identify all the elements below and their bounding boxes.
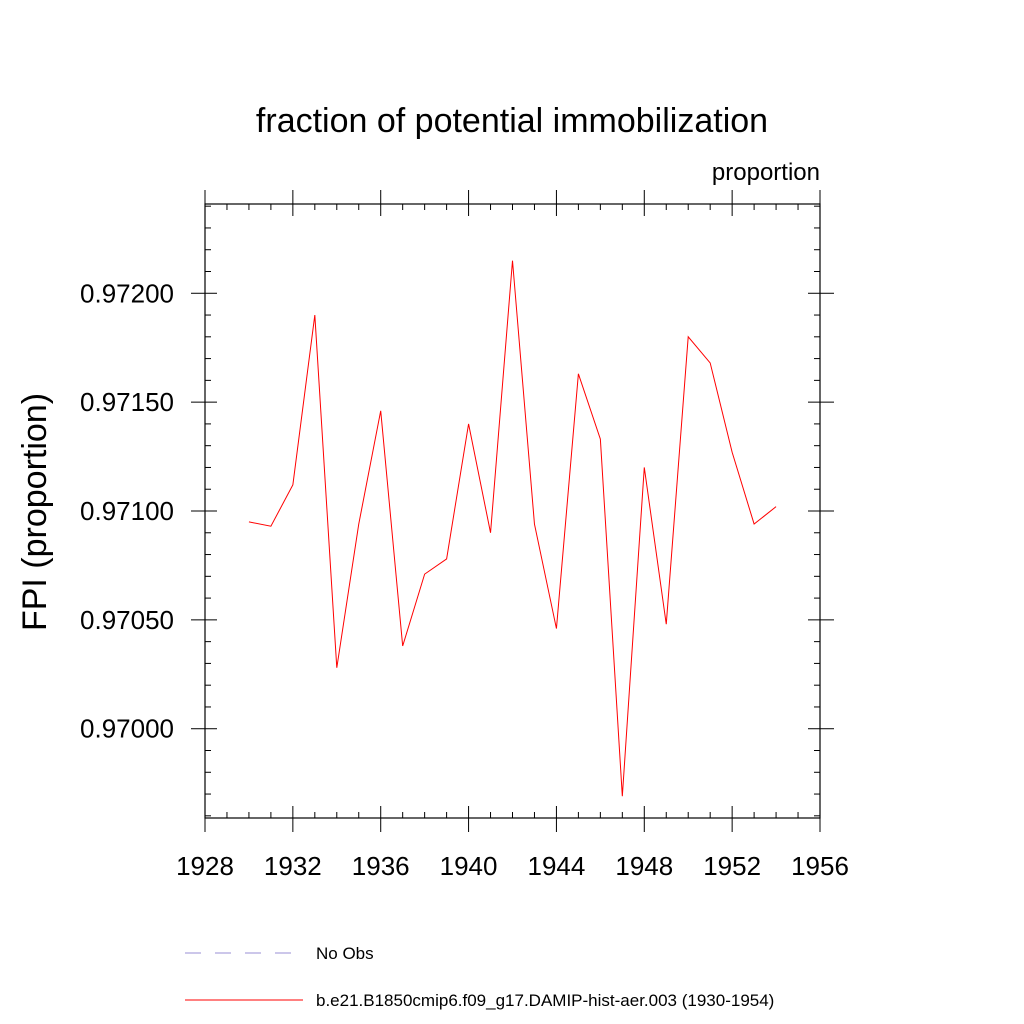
- x-tick-label: 1936: [352, 851, 410, 881]
- y-axis-label: FPI (proportion): [16, 393, 54, 631]
- series-lines: [248, 260, 777, 797]
- y-tick-label: 0.97050: [80, 605, 174, 635]
- y-tick-labels: 0.97000 0.97050 0.97100 0.97150 0.97200: [80, 278, 174, 743]
- x-tick-label: 1932: [264, 851, 322, 881]
- x-tick-label: 1952: [703, 851, 761, 881]
- x-tick-label: 1940: [440, 851, 498, 881]
- chart-title: fraction of potential immobilization: [256, 102, 768, 140]
- x-tick-labels: 1928 1932 1936 1940 1944 1948 1952 1956: [176, 851, 849, 881]
- x-tick-label: 1944: [528, 851, 586, 881]
- axis-ticks: [191, 190, 834, 832]
- x-tick-label: 1948: [615, 851, 673, 881]
- y-tick-label: 0.97000: [80, 714, 174, 744]
- series-line: [248, 260, 777, 797]
- legend: No Obs b.e21.B1850cmip6.f09_g17.DAMIP-hi…: [185, 944, 774, 1010]
- legend-label-no-obs: No Obs: [316, 944, 374, 963]
- x-tick-label: 1956: [791, 851, 849, 881]
- x-tick-label: 1928: [176, 851, 234, 881]
- units-label: proportion: [712, 159, 820, 186]
- legend-label-model: b.e21.B1850cmip6.f09_g17.DAMIP-hist-aer.…: [316, 991, 774, 1010]
- y-tick-label: 0.97150: [80, 387, 174, 417]
- plot-frame: [204, 203, 821, 819]
- y-tick-label: 0.97200: [80, 278, 174, 308]
- y-tick-label: 0.97100: [80, 496, 174, 526]
